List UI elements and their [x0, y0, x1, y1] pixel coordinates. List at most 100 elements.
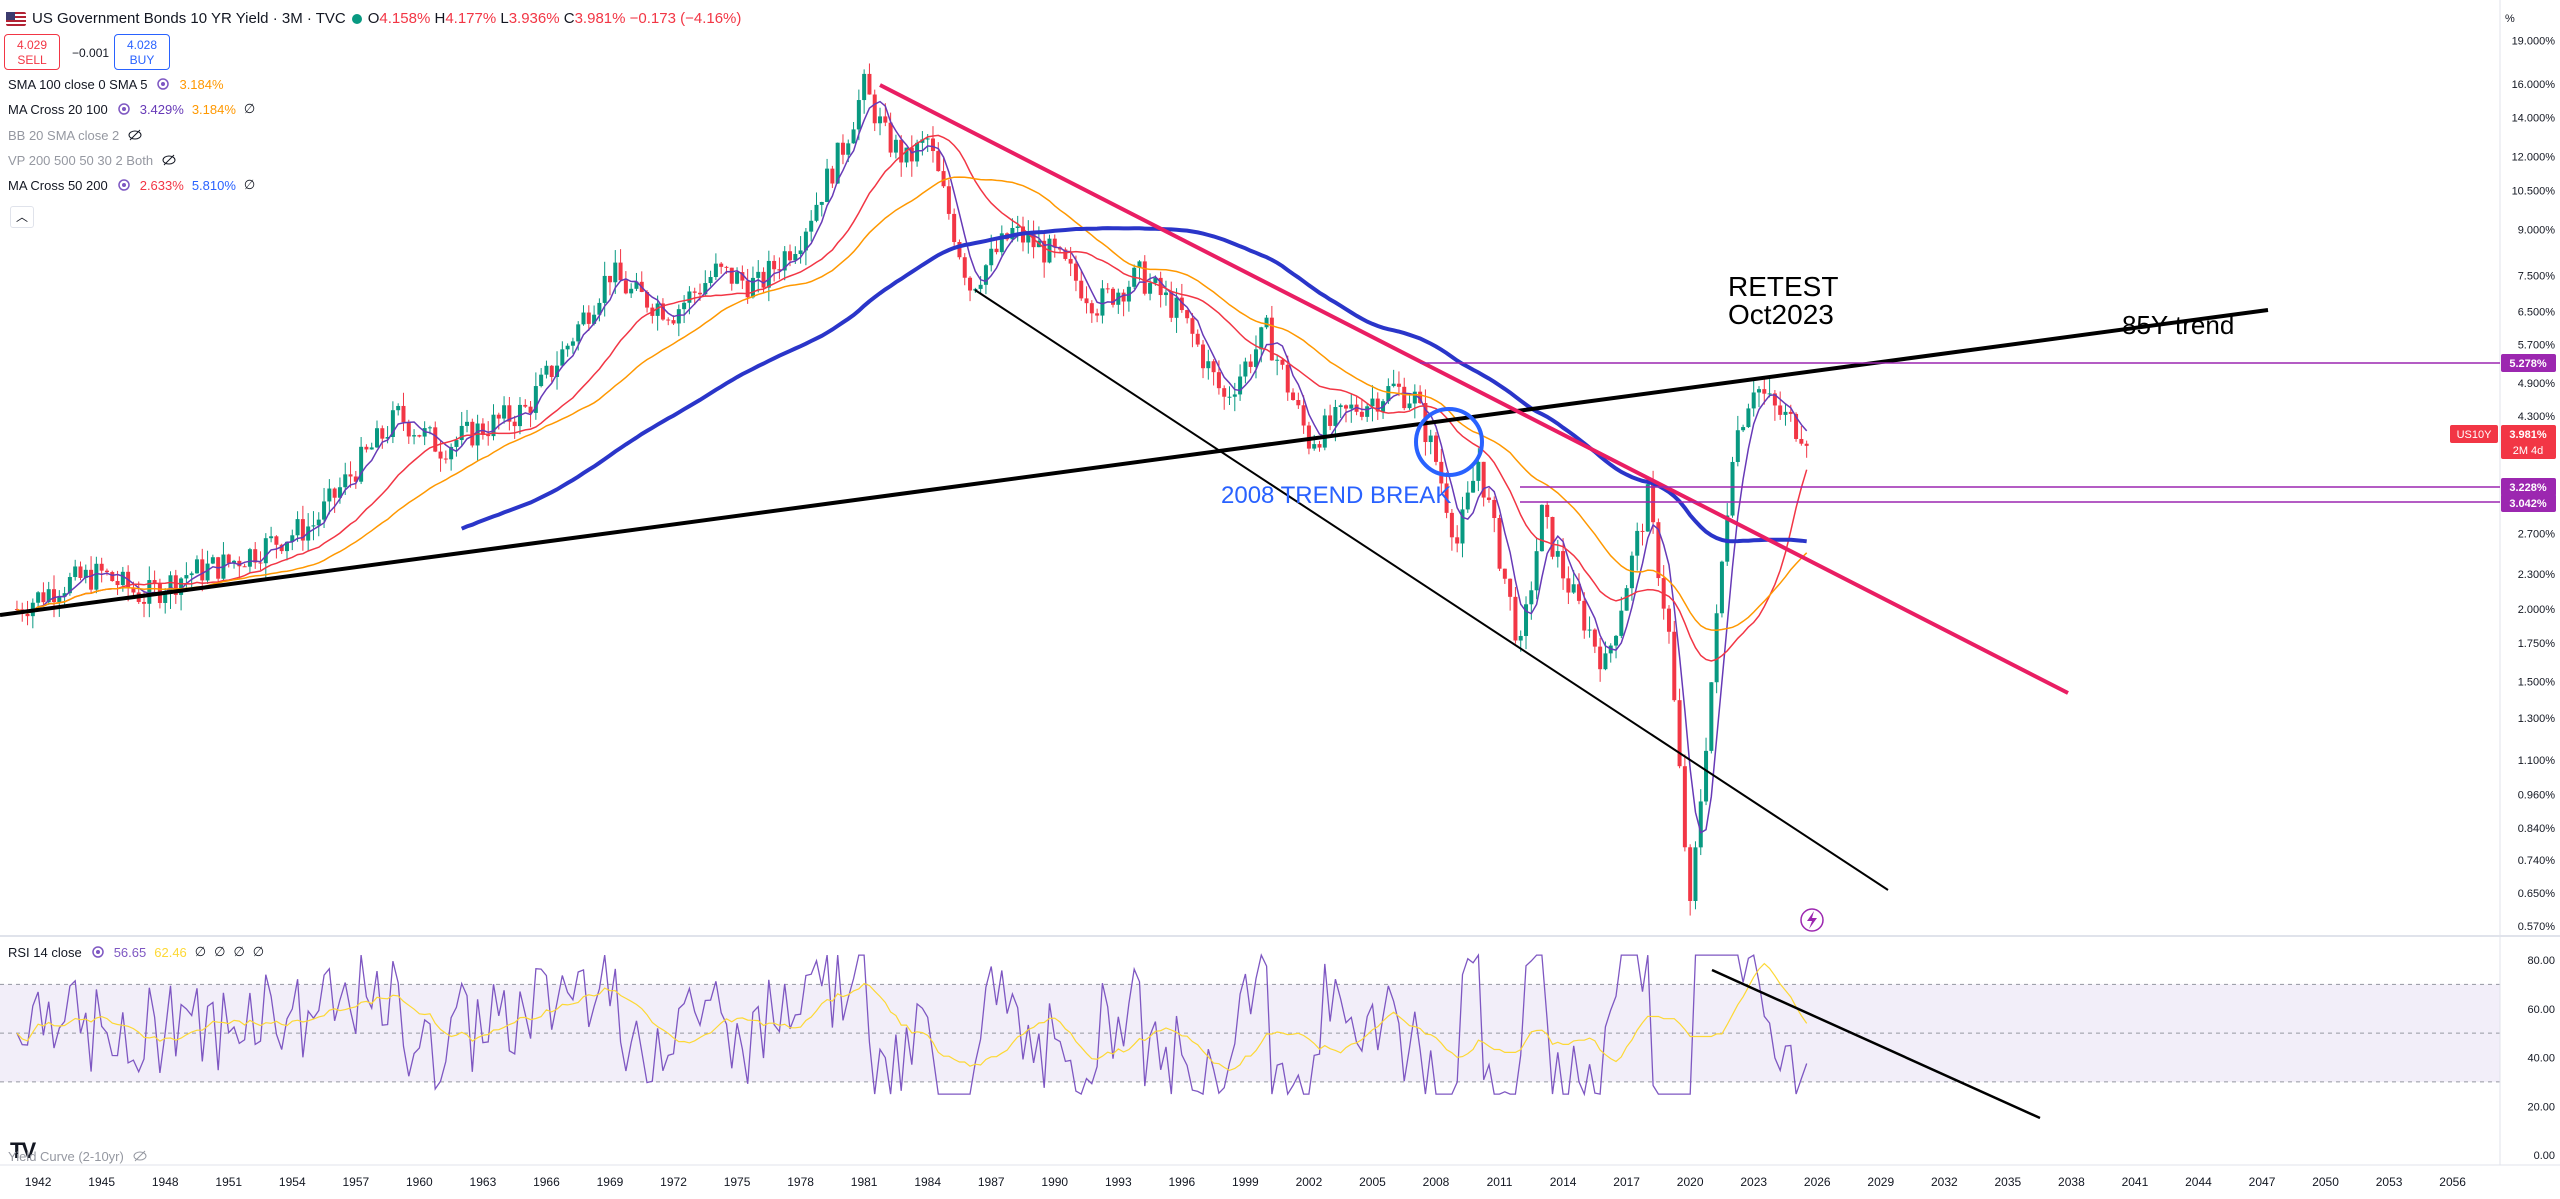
candle-body: [131, 588, 136, 593]
settings-icon[interactable]: [116, 177, 132, 193]
sell-button[interactable]: 4.029 SELL: [4, 34, 60, 70]
collapse-legend-button[interactable]: ︿: [10, 206, 34, 228]
x-tick-label: 1942: [25, 1175, 52, 1189]
candle-body: [798, 250, 803, 255]
tradingview-logo-icon[interactable]: TV: [10, 1138, 36, 1163]
main-pane-bg: [0, 0, 2500, 935]
candle-body: [1063, 249, 1068, 259]
candle-body: [1418, 391, 1423, 403]
y-tick-label: 5.700%: [2518, 340, 2556, 352]
main-pane[interactable]: [0, 0, 2560, 937]
candle-body: [666, 319, 671, 321]
hidden-eye-icon[interactable]: [127, 127, 143, 143]
rsi-trendline: [1711, 968, 2041, 1120]
candle-body: [676, 309, 681, 324]
candle-body: [893, 139, 898, 153]
hidden-eye-icon[interactable]: [161, 152, 177, 168]
candle-body: [1428, 435, 1433, 443]
settings-icon[interactable]: [90, 944, 106, 960]
x-tick-label: 2032: [1931, 1175, 1958, 1189]
x-tick-label: 2044: [2185, 1175, 2212, 1189]
x-tick-label: 1981: [851, 1175, 878, 1189]
candle-body: [528, 406, 533, 413]
candle-body: [1545, 504, 1550, 517]
candle-body: [814, 204, 819, 221]
y-tick-label: 4.900%: [2518, 378, 2556, 390]
candle-body: [592, 314, 597, 324]
candle-body: [1163, 292, 1168, 296]
indicator-name[interactable]: VP 200 500 50 30 2 Both: [8, 152, 154, 168]
candle-body: [67, 577, 72, 594]
candle-body: [1174, 297, 1179, 318]
candle-body: [295, 519, 300, 536]
time-axis[interactable]: 1942 1945 1948 1951 1954 1957 1960 1963 1966 1969…: [0, 1164, 2560, 1189]
y-tick-label: 12.000%: [2512, 152, 2556, 164]
candle-body: [1280, 359, 1285, 365]
y-tick-label: 0.960%: [2518, 789, 2556, 801]
indicator-name[interactable]: SMA 100 close 0 SMA 5: [8, 76, 148, 92]
rsi-legend-value: 56.65: [113, 944, 147, 960]
x-tick-label: 2020: [1677, 1175, 1704, 1189]
candle-body: [1624, 588, 1629, 611]
symbol-title[interactable]: US Government Bonds 10 YR Yield · 3M · T…: [32, 10, 346, 27]
x-tick-label: 2011: [1487, 1175, 1513, 1189]
yield-curve-label[interactable]: Yield Curve (2-10yr): [8, 1148, 124, 1164]
y-tick-label: 0.840%: [2518, 823, 2556, 835]
candle-body: [1788, 411, 1793, 414]
rsi-legend-title[interactable]: RSI 14 close: [8, 944, 82, 960]
indicator-name[interactable]: MA Cross 50 200: [8, 177, 108, 193]
x-tick-label: 2050: [2312, 1175, 2339, 1189]
x-tick-label: 1987: [978, 1175, 1005, 1189]
indicator-name[interactable]: MA Cross 20 100: [8, 101, 108, 117]
ohlc-value: 4.177%: [445, 10, 501, 27]
indicator-name[interactable]: BB 20 SMA close 2: [8, 127, 120, 143]
ohlc-value: 3.936%: [508, 10, 564, 27]
candle-body: [1778, 405, 1783, 415]
candle-body: [533, 386, 538, 413]
candle-body: [1211, 361, 1216, 373]
candle-body: [496, 414, 501, 419]
candle-body: [465, 421, 470, 426]
candle-body: [597, 302, 602, 315]
candle-body: [120, 571, 125, 586]
candle-body: [819, 201, 824, 205]
candle-body: [62, 593, 67, 597]
settings-icon[interactable]: [116, 101, 132, 117]
candle-body: [1243, 361, 1248, 377]
candle-body: [1524, 604, 1529, 636]
rsi-pane[interactable]: 80.00 60.00 40.00 20.00 0.00: [0, 953, 2555, 1162]
candle-body: [999, 233, 1004, 253]
buy-button[interactable]: 4.028 BUY: [114, 34, 170, 70]
candle-body: [1333, 407, 1338, 426]
candle-body: [1476, 461, 1481, 481]
candle-body: [1539, 504, 1544, 552]
candle-body: [189, 573, 194, 576]
spread-value: −0.001: [72, 46, 110, 60]
hidden-eye-icon[interactable]: [132, 1148, 148, 1164]
candle-body: [1677, 700, 1682, 767]
candle-body: [1492, 499, 1497, 519]
x-tick-label: 1945: [88, 1175, 115, 1189]
candle-body: [1741, 427, 1746, 431]
settings-icon[interactable]: [155, 76, 171, 92]
candle-body: [300, 519, 305, 541]
candle-body: [449, 446, 454, 460]
annotation-oct2023: Oct2023: [1728, 299, 1834, 330]
lightning-icon-bolt: [1807, 911, 1817, 929]
candle-body: [719, 263, 724, 267]
candle-body: [1656, 522, 1661, 579]
price-axis[interactable]: % 19.000% 16.000% 14.000% 12.000% 10.500% 9.00…: [2499, 0, 2556, 1165]
candle-body: [1137, 261, 1142, 268]
candle-body: [835, 142, 840, 184]
indicator-value: ∅: [243, 177, 256, 192]
candle-body: [284, 541, 289, 552]
y-tick-label: 7.500%: [2518, 270, 2556, 282]
candle-body: [1444, 483, 1449, 513]
candle-body: [163, 594, 168, 603]
candle-body: [565, 345, 570, 350]
y-tick-label: 4.300%: [2518, 411, 2556, 423]
ohlc-values: O4.158% H4.177% L3.936% C3.981% −0.173 (…: [368, 10, 742, 27]
candle-body: [1232, 394, 1237, 397]
y-tick-label: 0.650%: [2518, 888, 2556, 900]
